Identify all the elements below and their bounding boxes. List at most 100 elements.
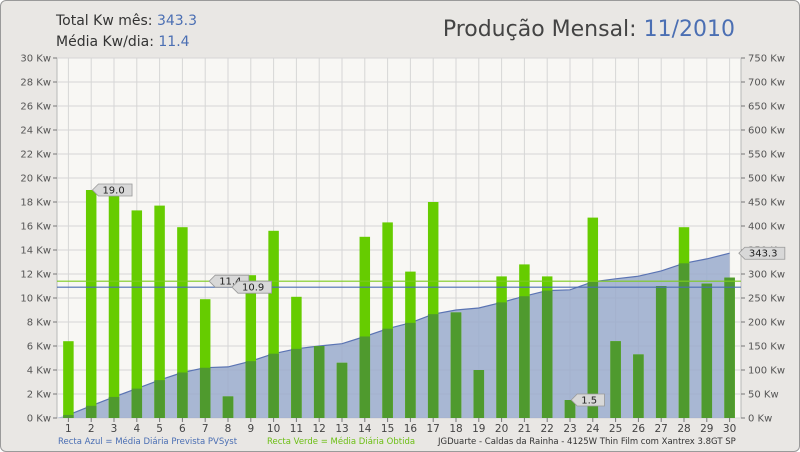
left-tick-label: 2 Kw (27, 390, 51, 401)
left-tick-label: 26 Kw (20, 102, 51, 113)
annotation-blue-avg-text: 10.9 (242, 283, 264, 294)
x-tick-label: 1 (65, 423, 72, 435)
x-tick-label: 29 (700, 423, 713, 435)
bar-day-9 (245, 275, 257, 418)
bar-overlap-day-25 (610, 341, 621, 418)
bar-overlap-day-22 (541, 290, 553, 418)
left-tick-label: 30 Kw (20, 54, 51, 65)
x-tick-label: 18 (449, 423, 462, 435)
right-tick-label: 450 Kw (748, 198, 785, 209)
bar-overlap-day-11 (291, 348, 302, 418)
bar-overlap-day-26 (633, 354, 644, 418)
left-tick-label: 20 Kw (20, 174, 51, 185)
bar-day-15 (382, 222, 393, 418)
bar-day-5 (154, 205, 165, 418)
cumulative-area (57, 253, 730, 418)
annotation-max-text: 19.0 (102, 186, 124, 197)
bar-overlap-day-3 (108, 396, 120, 418)
total-value: 343.3 (156, 13, 198, 29)
bar-overlap-day-24 (587, 281, 599, 418)
annotation-max: 19.0 (91, 183, 133, 197)
right-tick-label: 750 Kw (748, 54, 785, 65)
bar-overlap-day-13 (336, 362, 348, 418)
bar-overlap-day-1 (63, 414, 74, 418)
x-tick-label: 3 (111, 423, 118, 435)
right-tick-label: 150 Kw (748, 342, 785, 353)
bar-overlap-day-2 (85, 405, 97, 418)
right-tick-label: 500 Kw (748, 174, 785, 185)
bar-overlap-day-9 (245, 361, 257, 418)
right-tick-label: 250 Kw (748, 294, 785, 305)
bar-day-2 (85, 190, 97, 418)
avg-value: 11.4 (158, 34, 190, 50)
left-tick-label: 24 Kw (20, 126, 51, 137)
x-tick-label: 13 (335, 423, 348, 435)
annotation-max-box (91, 183, 133, 197)
x-tick-label: 26 (632, 423, 646, 435)
left-tick-label: 28 Kw (20, 78, 51, 89)
x-tick-label: 5 (156, 423, 163, 435)
left-tick-label: 10 Kw (20, 294, 51, 305)
total-line: Total Kw mês: 343.3 (56, 11, 197, 32)
x-tick-label: 6 (179, 423, 186, 435)
bar-overlap-day-6 (177, 372, 188, 418)
annotation-min-text: 1.5 (581, 396, 597, 407)
chart-title: Produção Mensal: 11/2010 (443, 17, 735, 42)
x-tick-label: 14 (358, 423, 372, 435)
x-tick-label: 17 (427, 423, 440, 435)
left-tick-label: 18 Kw (20, 198, 51, 209)
left-tick-label: 4 Kw (27, 366, 51, 377)
green-legend: Recta Verde = Média Diária Obtida (267, 437, 416, 447)
footer-info: JGDuarte - Caldas da Rainha - 4125W Thin… (438, 437, 736, 447)
bar-overlap-day-28 (678, 263, 690, 418)
x-tick-label: 7 (202, 423, 209, 435)
x-tick-label: 20 (495, 423, 508, 435)
bar-overlap-day-27 (655, 286, 667, 418)
x-tick-label: 30 (723, 423, 736, 435)
annotation-green-avg-text: 11.4 (219, 277, 241, 288)
x-tick-label: 27 (655, 423, 668, 435)
x-tick-label: 28 (677, 423, 690, 435)
right-tick-label: 400 Kw (748, 222, 785, 233)
bar-overlap-day-16 (405, 322, 416, 418)
bar-day-7 (199, 299, 211, 418)
bar-overlap-day-17 (427, 314, 439, 418)
x-tick-label: 12 (313, 423, 326, 435)
left-tick-label: 16 Kw (20, 222, 51, 233)
avg-label: Média Kw/dia: (56, 34, 154, 50)
left-tick-label: 6 Kw (27, 342, 51, 353)
x-tick-label: 19 (472, 423, 485, 435)
annotation-blue-avg-box (231, 280, 272, 294)
bar-overlap-day-5 (154, 380, 165, 418)
x-tick-label: 15 (381, 423, 394, 435)
left-tick-label: 22 Kw (20, 150, 51, 161)
bar-overlap-day-18 (450, 312, 462, 418)
x-tick-label: 10 (267, 423, 280, 435)
bar-overlap-day-15 (382, 328, 393, 418)
annotation-total-box (738, 246, 786, 260)
right-tick-label: 650 Kw (748, 102, 785, 113)
right-tick-label: 300 Kw (748, 270, 785, 281)
title-label: Produção Mensal: (442, 17, 637, 42)
bar-day-3 (108, 196, 120, 418)
annotation-min: 1.5 (570, 393, 605, 407)
title-value: 11/2010 (643, 17, 735, 42)
bar-overlap-day-20 (496, 302, 507, 418)
left-tick-label: 8 Kw (27, 318, 51, 329)
x-tick-label: 9 (247, 423, 254, 435)
right-tick-label: 50 Kw (748, 390, 779, 401)
bar-overlap-day-29 (701, 283, 713, 418)
summary-block: Total Kw mês: 343.3 Média Kw/dia: 11.4 (56, 11, 197, 53)
bar-overlap-day-7 (199, 367, 211, 418)
x-tick-label: 16 (404, 423, 418, 435)
left-tick-label: 12 Kw (20, 270, 51, 281)
x-tick-label: 21 (518, 423, 531, 435)
annotation-min-box (570, 393, 605, 407)
right-tick-label: 200 Kw (748, 318, 785, 329)
bar-overlap-day-21 (519, 296, 530, 418)
bar-day-10 (268, 230, 279, 418)
x-tick-label: 8 (225, 423, 232, 435)
annotation-total: 343.3 (738, 246, 786, 260)
